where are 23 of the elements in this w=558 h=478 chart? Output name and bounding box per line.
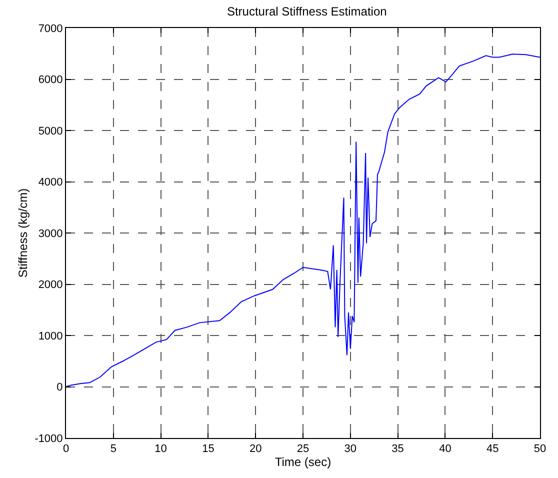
x-tick-label: 50 bbox=[534, 443, 546, 456]
y-tick-label: 3000 bbox=[38, 228, 63, 240]
chart-title: Structural Stiffness Estimation bbox=[226, 4, 387, 19]
y-tick-label: 1000 bbox=[38, 330, 63, 342]
x-tick-label: 30 bbox=[344, 443, 357, 456]
x-tick-label: 40 bbox=[439, 443, 452, 456]
x-tick-label: 10 bbox=[154, 443, 167, 456]
y-tick-label: 7000 bbox=[38, 22, 63, 35]
x-tick-label: 15 bbox=[202, 443, 214, 456]
x-tick-label: 45 bbox=[486, 443, 499, 456]
y-tick-label: 5000 bbox=[38, 125, 63, 138]
y-axis-title: Stiffness (kg/cm) bbox=[16, 188, 30, 278]
x-tick-label: 5 bbox=[110, 443, 116, 456]
x-tick-label: 35 bbox=[392, 443, 404, 456]
line-series bbox=[66, 54, 540, 388]
x-tick-label: 20 bbox=[249, 443, 262, 456]
y-tick-label: 4000 bbox=[38, 176, 63, 189]
x-axis-title: Time (sec) bbox=[274, 455, 332, 470]
x-tick-label: 25 bbox=[296, 443, 310, 456]
y-tick-label: 0 bbox=[56, 382, 63, 394]
y-tick-label: 6000 bbox=[38, 74, 63, 86]
y-tick-label: 2000 bbox=[38, 279, 63, 292]
y-tick-label: -1000 bbox=[34, 432, 63, 445]
